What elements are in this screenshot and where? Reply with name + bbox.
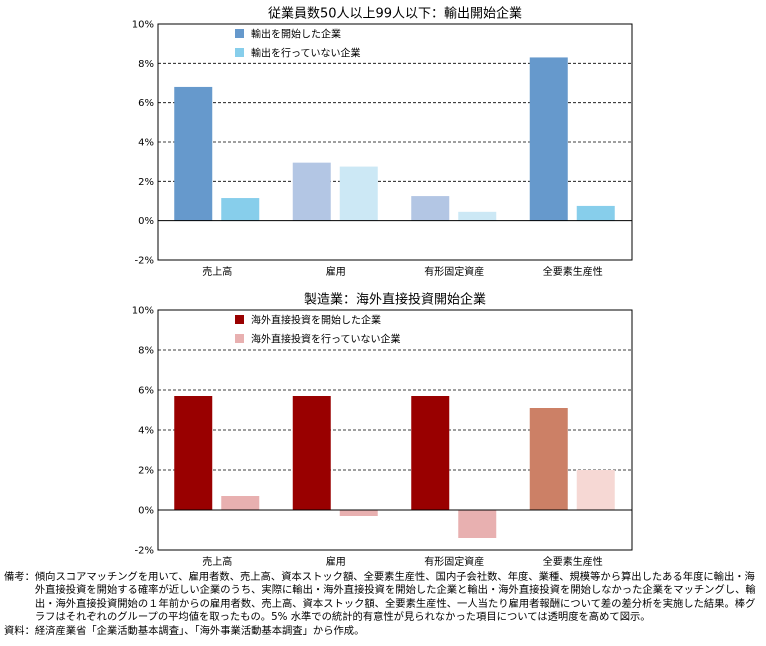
y-tick-label: 4% — [138, 426, 154, 437]
category-label: 雇用 — [326, 265, 346, 278]
plot-frame — [157, 23, 633, 261]
notes: 備考： 傾向スコアマッチングを用いて、雇用者数、売上高、資本ストック額、全要素生… — [4, 571, 764, 638]
category-label: 全要素生産性 — [543, 265, 603, 278]
y-tick-label: 0% — [138, 216, 154, 227]
category-label: 雇用 — [326, 555, 346, 568]
bar-not-started-2 — [339, 510, 378, 516]
bar-started-4 — [529, 408, 568, 510]
y-tick-label: 8% — [138, 346, 154, 357]
bar-started-4 — [529, 57, 568, 221]
y-tick-label: -2% — [135, 256, 154, 267]
chart-title: 製造業：海外直接投資開始企業 — [304, 292, 486, 308]
bar-started-1 — [174, 86, 213, 221]
y-tick-label: 10% — [132, 20, 154, 31]
y-tick-label: 2% — [138, 466, 154, 477]
y-tick-label: 4% — [138, 138, 154, 149]
legend-label: 輸出を行っていない企業 — [251, 47, 361, 60]
y-tick-label: 10% — [132, 306, 154, 317]
bar-not-started-2 — [339, 166, 378, 221]
y-tick-label: 6% — [138, 98, 154, 109]
source-text: 経済産業省「企業活動基本調査」、「海外事業活動基本調査」から作成。 — [34, 624, 365, 637]
category-label: 有形固定資産 — [424, 265, 484, 278]
category-label: 全要素生産性 — [543, 555, 603, 568]
chart-2: 製造業：海外直接投資開始企業 10% 8% 6% 4% 2% 0% -2% 売上高 雇用 有形固定資… — [132, 292, 633, 568]
bar-started-2 — [292, 396, 331, 510]
bar-started-3 — [411, 196, 450, 221]
bar-not-started-1 — [221, 496, 260, 510]
y-tick-label: 2% — [138, 177, 154, 188]
legend-swatch — [235, 48, 244, 57]
remarks-label: 備考： — [4, 571, 35, 583]
bar-started-3 — [411, 396, 450, 510]
remarks-text: 傾向スコアマッチングを用いて、雇用者数、売上高、資本ストック額、全要素生産性、国… — [34, 571, 756, 624]
legend-label: 海外直接投資を行っていない企業 — [251, 333, 401, 346]
y-tick-label: 8% — [138, 59, 154, 70]
category-label: 売上高 — [202, 265, 232, 278]
chart-1: 従業員数50人以上99人以下：輸出開始企業 10% 8% 6% 4% 2% 0% -2% 売上高… — [132, 6, 633, 278]
category-label: 売上高 — [202, 555, 232, 568]
plot-frame — [157, 309, 633, 551]
y-tick-label: 0% — [138, 506, 154, 517]
bar-not-started-3 — [458, 211, 497, 221]
legend-swatch — [235, 315, 244, 324]
legend-label: 海外直接投資を開始した企業 — [251, 314, 381, 327]
bar-not-started-4 — [576, 470, 615, 510]
bar-not-started-3 — [458, 510, 497, 538]
bar-started-1 — [174, 396, 213, 510]
bar-started-2 — [292, 162, 331, 221]
y-tick-label: 6% — [138, 386, 154, 397]
legend-label: 輸出を開始した企業 — [251, 28, 341, 41]
source-row: 資料： 経済産業省「企業活動基本調査」、「海外事業活動基本調査」から作成。 — [4, 625, 764, 638]
remarks-row: 備考： 傾向スコアマッチングを用いて、雇用者数、売上高、資本ストック額、全要素生… — [4, 571, 764, 625]
category-label: 有形固定資産 — [424, 555, 484, 568]
chart-title: 従業員数50人以上99人以下：輸出開始企業 — [268, 6, 522, 22]
legend-swatch — [235, 29, 244, 38]
source-label: 資料： — [4, 624, 35, 637]
bar-not-started-4 — [576, 205, 615, 221]
y-tick-label: -2% — [135, 546, 154, 557]
bar-not-started-1 — [221, 198, 260, 221]
legend-swatch — [235, 334, 244, 343]
